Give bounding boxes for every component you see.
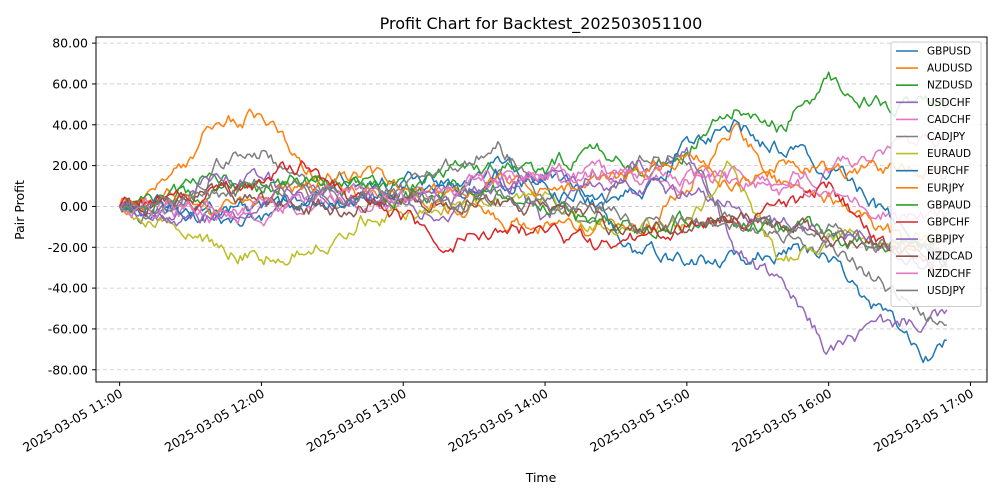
legend-label-gbpchf: GBPCHF <box>927 217 970 229</box>
y-tick-label: 20.00 <box>52 158 88 173</box>
series-line-cadjpy <box>119 140 947 326</box>
x-axis-label: Time <box>525 470 557 485</box>
legend-label-nzdusd: NZDUSD <box>927 80 973 92</box>
chart-title: Profit Chart for Backtest_202503051100 <box>380 14 703 34</box>
plot-frame <box>95 36 988 383</box>
x-tick-label: 2025-03-05 11:00 <box>20 386 125 455</box>
legend-label-usdjpy: USDJPY <box>927 285 966 297</box>
series-lines <box>118 71 948 364</box>
series-line-usdjpy <box>118 178 948 261</box>
legend-label-gbpusd: GBPUSD <box>927 46 971 58</box>
y-axis-ticks: 80.00 60.00 40.00 20.00 0.00 -20.00 -40.00 -60.… <box>48 36 96 377</box>
legend-label-usdchf: USDCHF <box>927 97 971 109</box>
x-tick-label: 2025-03-05 17:00 <box>871 386 976 455</box>
series-line-nzdchf <box>119 162 948 221</box>
x-axis-ticks: 2025-03-05 11:00 2025-03-05 12:00 2025-03-… <box>20 382 976 455</box>
legend-label-eurjpy: EURJPY <box>927 182 965 194</box>
series-line-cadchf <box>118 132 948 227</box>
x-tick-label: 2025-03-05 12:00 <box>162 386 267 455</box>
series-line-gbpjpy <box>119 169 948 271</box>
y-tick-label: -60.00 <box>48 321 88 336</box>
y-tick-label: -40.00 <box>48 281 88 296</box>
legend-label-nzdcad: NZDCAD <box>927 251 973 263</box>
legend-label-euraud: EURAUD <box>927 148 971 160</box>
legend-box <box>890 41 982 307</box>
series-line-usdchf <box>118 147 948 355</box>
legend-label-eurchf: EURCHF <box>927 165 969 177</box>
legend-label-cadchf: CADCHF <box>927 114 971 126</box>
series-line-gbpchf <box>118 160 948 275</box>
legend-label-cadjpy: CADJPY <box>927 131 966 143</box>
legend-label-audusd: AUDUSD <box>927 63 972 75</box>
y-tick-label: -20.00 <box>48 240 88 255</box>
x-tick-label: 2025-03-05 13:00 <box>304 386 409 455</box>
y-tick-label: 80.00 <box>52 36 88 51</box>
legend: GBPUSD AUDUSD NZDUSD USDCHF CADCHF CADJPY EURA… <box>890 41 982 307</box>
x-tick-label: 2025-03-05 16:00 <box>729 386 834 455</box>
y-tick-label: 40.00 <box>52 117 88 132</box>
legend-label-nzdchf: NZDCHF <box>927 268 971 280</box>
y-tick-label: -80.00 <box>48 362 88 377</box>
x-tick-label: 2025-03-05 14:00 <box>445 386 550 455</box>
x-tick-label: 2025-03-05 15:00 <box>587 386 692 455</box>
series-line-euraud <box>119 160 948 266</box>
y-tick-label: 0.00 <box>60 199 88 214</box>
y-tick-label: 60.00 <box>52 76 88 91</box>
legend-label-gbpjpy: GBPJPY <box>927 234 965 246</box>
y-axis-label: Pair Profit <box>12 180 27 240</box>
legend-label-gbpaud: GBPAUD <box>927 199 971 211</box>
